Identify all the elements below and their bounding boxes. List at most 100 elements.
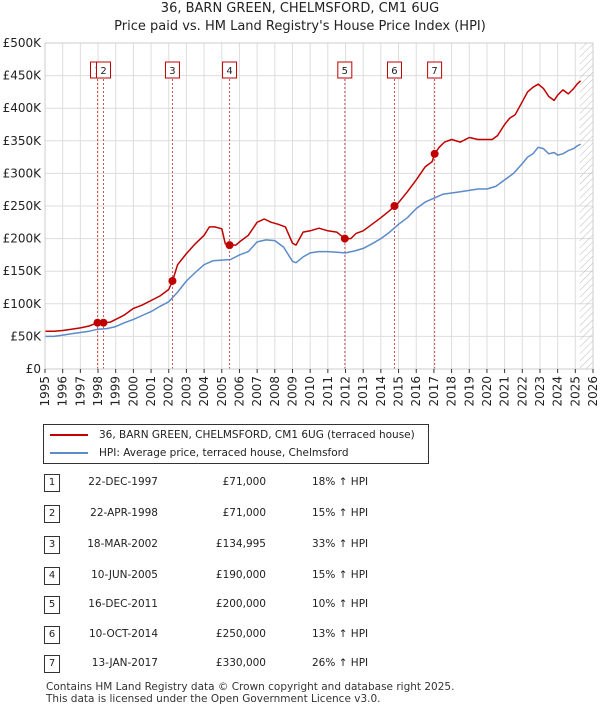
transaction-date: 22-APR-1998 [90, 507, 158, 519]
sale-number-box [427, 61, 443, 79]
plot-border [44, 42, 594, 370]
chart-subtitle: Price paid vs. HM Land Registry's House … [114, 19, 486, 34]
sale-number-box [222, 61, 238, 79]
x-tick-label: 2026 [586, 376, 600, 407]
y-tick-label: £50K [10, 329, 42, 343]
x-tick-label: 2018 [445, 376, 459, 407]
legend-swatch-property [50, 434, 88, 436]
y-tick-label: £350K [3, 134, 43, 148]
transaction-price: £200,000 [215, 598, 266, 610]
transaction-number: 2 [44, 505, 60, 523]
transaction-number: 6 [44, 626, 60, 644]
sale-number-label: 6 [391, 66, 397, 77]
sale-number-box [96, 61, 112, 79]
table-row: 1 22-DEC-1997 £71,000 18% ↑ HPI [0, 474, 600, 492]
sale-point [168, 276, 177, 285]
transaction-date: 13-JAN-2017 [91, 657, 158, 669]
x-tick-label: 2020 [480, 376, 494, 407]
transaction-price: £330,000 [215, 657, 266, 669]
x-tick-label: 1996 [56, 376, 70, 407]
sale-point [93, 318, 102, 327]
sale-number-box [386, 61, 402, 79]
transaction-price: £134,995 [215, 538, 266, 550]
legend-swatch-hpi [50, 452, 88, 454]
sale-number-box [164, 61, 180, 79]
sale-number-box [337, 61, 353, 79]
transaction-date: 18-MAR-2002 [87, 538, 158, 550]
x-tick-label: 2022 [515, 376, 529, 407]
transaction-price: £71,000 [222, 507, 266, 519]
legend-label-hpi: HPI: Average price, terraced house, Chel… [99, 447, 349, 459]
x-tick-label: 2024 [551, 376, 565, 407]
transaction-price: £190,000 [215, 569, 266, 581]
x-tick-label: 2009 [285, 376, 299, 407]
x-tick-label: 1998 [91, 376, 105, 407]
x-tick-label: 2013 [356, 376, 370, 407]
x-tick-label: 2003 [179, 376, 193, 407]
transaction-number: 1 [44, 474, 60, 492]
transaction-hpi: 26% ↑ HPI [312, 657, 369, 669]
x-tick-label: 2011 [321, 376, 335, 407]
sale-number-label: 5 [342, 66, 348, 77]
x-tick-label: 2025 [568, 376, 582, 407]
x-tick-label: 2014 [374, 376, 388, 407]
future-hatched-area [579, 43, 593, 369]
x-tick-label: 1995 [38, 376, 52, 407]
transaction-price: £71,000 [222, 476, 266, 488]
transaction-date: 10-JUN-2005 [91, 569, 158, 581]
transaction-hpi: 15% ↑ HPI [312, 569, 369, 581]
table-row: 5 16-DEC-2011 £200,000 10% ↑ HPI [0, 596, 600, 614]
x-tick-label: 2016 [409, 376, 423, 407]
table-row: 3 18-MAR-2002 £134,995 33% ↑ HPI [0, 536, 600, 554]
x-tick-label: 2023 [533, 376, 547, 407]
legend: 36, BARN GREEN, CHELMSFORD, CM1 6UG (ter… [43, 424, 429, 464]
table-row: 2 22-APR-1998 £71,000 15% ↑ HPI [0, 505, 600, 523]
transaction-hpi: 18% ↑ HPI [312, 476, 369, 488]
x-tick-label: 2021 [498, 376, 512, 407]
x-tick-label: 2002 [162, 376, 176, 407]
property-series-line [45, 80, 582, 332]
x-tick-label: 2012 [339, 376, 353, 407]
x-tick-label: 2005 [215, 376, 229, 407]
footer-copyright: Contains HM Land Registry data © Crown c… [46, 681, 455, 693]
table-row: 6 10-OCT-2014 £250,000 13% ↑ HPI [0, 626, 600, 644]
x-tick-label: 2017 [427, 376, 441, 407]
chart-title: 36, BARN GREEN, CHELMSFORD, CM1 6UG [160, 1, 440, 16]
table-row: 7 13-JAN-2017 £330,000 26% ↑ HPI [0, 655, 600, 673]
y-tick-label: £400K [3, 101, 43, 115]
legend-item-hpi: HPI: Average price, terraced house, Chel… [44, 445, 348, 461]
transaction-hpi: 13% ↑ HPI [312, 628, 369, 640]
y-tick-label: £100K [3, 297, 43, 311]
transaction-number: 7 [44, 655, 60, 673]
y-tick-label: £500K [3, 36, 43, 50]
sale-point [430, 149, 439, 158]
y-tick-label: £0 [26, 362, 41, 376]
table-row: 4 10-JUN-2005 £190,000 15% ↑ HPI [0, 567, 600, 585]
transaction-date: 22-DEC-1997 [88, 476, 158, 488]
y-tick-label: £450K [3, 69, 43, 83]
sale-point [390, 202, 399, 210]
transaction-date: 16-DEC-2011 [88, 598, 158, 610]
x-tick-label: 2001 [144, 376, 158, 407]
price-chart: 1234567 £0£50K£100K£150K£200K£250K£300K£… [3, 36, 600, 407]
x-tick-label: 1997 [73, 376, 87, 407]
transaction-date: 10-OCT-2014 [89, 628, 158, 640]
transaction-number: 3 [44, 536, 60, 554]
legend-label-property: 36, BARN GREEN, CHELMSFORD, CM1 6UG (ter… [99, 429, 415, 441]
transaction-number: 5 [44, 596, 60, 614]
x-tick-label: 2008 [268, 376, 282, 407]
transaction-price: £250,000 [215, 628, 266, 640]
x-tick-label: 2006 [232, 376, 246, 407]
y-tick-label: £150K [3, 264, 43, 278]
legend-item-property: 36, BARN GREEN, CHELMSFORD, CM1 6UG (ter… [44, 427, 415, 443]
sale-point [225, 241, 234, 250]
x-tick-label: 1999 [109, 376, 123, 407]
transaction-hpi: 15% ↑ HPI [312, 507, 369, 519]
x-tick-label: 2000 [126, 376, 140, 407]
x-tick-label: 2019 [462, 376, 476, 407]
sale-point [99, 318, 108, 327]
sale-number-label: 3 [169, 66, 175, 77]
footer-licence: This data is licensed under the Open Gov… [46, 693, 381, 705]
x-tick-label: 2015 [392, 376, 406, 407]
sale-number-label: 7 [431, 66, 437, 77]
